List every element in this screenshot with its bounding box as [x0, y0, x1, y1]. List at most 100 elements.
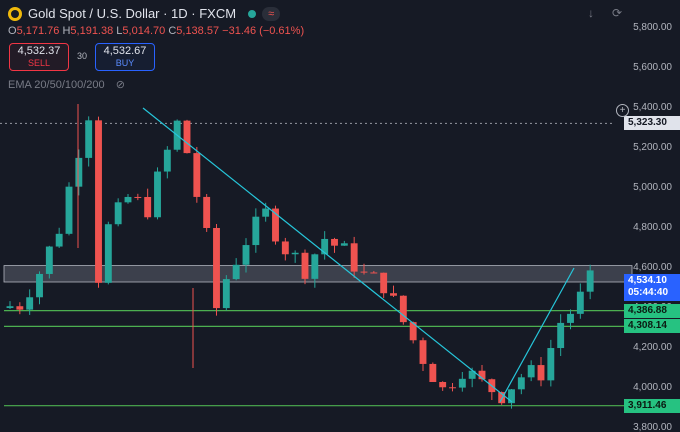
candle-body: [498, 392, 506, 404]
y-tick-label: 5,400.00: [633, 102, 672, 113]
candle-body: [124, 196, 132, 203]
candle-body: [311, 254, 319, 279]
add-level-icon[interactable]: +: [616, 104, 629, 117]
buy-price: 4,532.67: [103, 45, 147, 57]
candle-body: [321, 238, 329, 255]
candle-body: [537, 365, 545, 381]
candle-body: [114, 202, 122, 225]
candle-body: [134, 196, 142, 198]
candle-body: [144, 196, 152, 218]
candle-body: [586, 270, 594, 292]
candle-body: [360, 271, 368, 273]
level-price-label-1: 4,308.14: [624, 319, 680, 334]
candle-body: [203, 196, 211, 228]
buy-label: BUY: [115, 58, 135, 68]
eye-off-icon[interactable]: ⊘: [115, 79, 125, 91]
current-price-label: 4,534.10 05:44:40: [624, 274, 680, 302]
candle-body: [242, 245, 250, 265]
candle-body: [419, 340, 427, 364]
candle-body: [527, 365, 535, 378]
candle-body: [390, 293, 397, 296]
candle-body: [26, 297, 34, 310]
candle-body: [104, 224, 112, 283]
y-tick-label: 4,000.00: [633, 382, 672, 393]
candle-body: [281, 241, 289, 255]
y-tick-label: 5,000.00: [633, 182, 672, 193]
alert-badge-icon[interactable]: ≈: [262, 6, 281, 21]
candle-body: [272, 208, 279, 242]
candle-body: [163, 149, 171, 172]
sell-price: 4,532.37: [17, 45, 61, 57]
candle-body: [350, 243, 358, 272]
candle-body: [75, 157, 83, 187]
high-value: 5,191.38: [70, 25, 114, 37]
ema-indicator[interactable]: EMA 20/50/100/200 ⊘: [8, 78, 125, 91]
candle-body: [36, 273, 43, 298]
candle-body: [301, 252, 309, 279]
candle-body: [252, 216, 260, 246]
candle-body: [517, 377, 525, 390]
candle-body: [478, 370, 486, 380]
candle-body: [65, 186, 73, 234]
candle-body: [232, 264, 240, 280]
candle-body: [429, 363, 437, 382]
y-tick-label: 4,800.00: [633, 222, 672, 233]
downtrend-line: [142, 107, 513, 403]
level-price-label-0: 4,386.88: [624, 303, 680, 318]
candle-body: [399, 295, 407, 323]
candle-body: [370, 272, 378, 274]
candle-body: [95, 120, 102, 283]
candle-body: [458, 378, 466, 388]
change-value: −31.46 (−0.61%): [222, 25, 305, 37]
candle-body: [55, 233, 63, 247]
market-open-icon: [248, 9, 257, 18]
candle-body: [557, 322, 565, 349]
close-label: C: [168, 25, 177, 37]
spread-value: 30: [77, 51, 88, 61]
candle-body: [6, 306, 14, 308]
symbol-title[interactable]: Gold Spot / U.S. Dollar · 1D · FXCM: [28, 6, 237, 21]
arrow-down-icon[interactable]: ↓: [588, 6, 594, 20]
candle-body: [222, 279, 230, 309]
candle-body: [193, 153, 201, 197]
symbol-header: Gold Spot / U.S. Dollar · 1D · FXCM ≈: [8, 6, 281, 21]
y-tick-label: 3,800.00: [633, 422, 672, 432]
candle-body: [45, 246, 53, 274]
candle-body: [16, 306, 24, 310]
settings-icon[interactable]: ⟳: [612, 6, 623, 20]
open-label: O: [8, 25, 17, 37]
level-price-label-2: 3,911.46: [624, 398, 680, 413]
candle-body: [85, 120, 93, 158]
candle-body: [508, 389, 515, 404]
ema-label: EMA 20/50/100/200: [8, 79, 105, 91]
ohlc-readout: O5,171.76 H5,191.38 L5,014.70 C5,138.57 …: [8, 25, 304, 37]
gold-logo-icon: [8, 6, 22, 21]
candle-body: [547, 348, 555, 381]
sell-button[interactable]: 4,532.37 SELL: [9, 43, 69, 71]
candle-body: [154, 171, 161, 218]
candle-body: [262, 208, 270, 217]
candle-body: [409, 322, 417, 341]
y-tick-label: 5,200.00: [633, 142, 672, 153]
candle-body: [213, 227, 220, 309]
candle-body: [291, 252, 299, 255]
candle-body: [576, 291, 584, 314]
uptrend-line: [499, 267, 575, 403]
candle-body: [439, 381, 447, 388]
sell-label: SELL: [27, 58, 51, 68]
y-tick-label: 5,800.00: [633, 22, 672, 33]
open-value: 5,171.76: [16, 25, 60, 37]
crosshair-price-label: 5,323.30: [624, 116, 680, 131]
high-label: H: [62, 25, 71, 37]
y-tick-label: 4,200.00: [633, 342, 672, 353]
buy-button[interactable]: 4,532.67 BUY: [95, 43, 155, 71]
candle-body: [380, 272, 388, 294]
candle-body: [468, 370, 476, 379]
low-value: 5,014.70: [122, 25, 166, 37]
low-label: L: [116, 25, 123, 37]
close-value: 5,138.57: [176, 25, 220, 37]
y-tick-label: 4,600.00: [633, 262, 672, 273]
candle-body: [567, 313, 574, 323]
